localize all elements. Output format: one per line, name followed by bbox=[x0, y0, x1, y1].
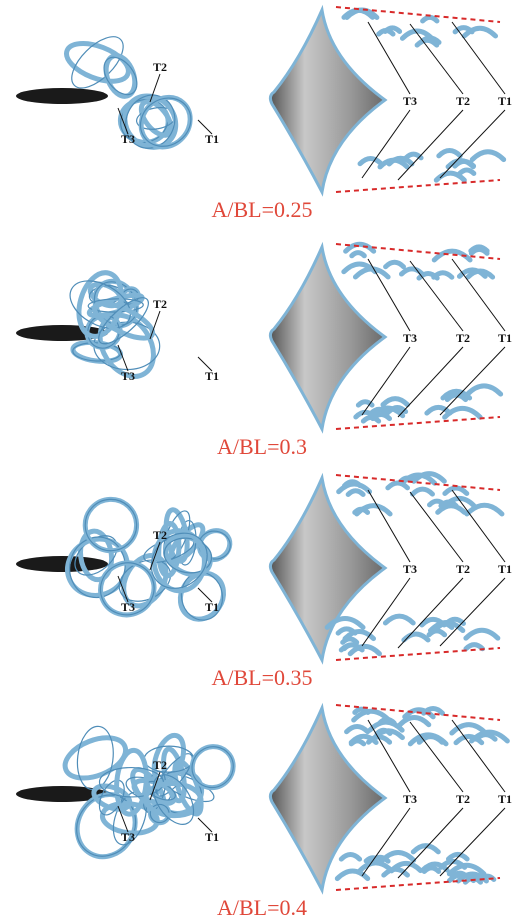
leader-line bbox=[398, 347, 463, 417]
vortex-tube bbox=[472, 152, 503, 160]
vortex-tube bbox=[341, 855, 359, 860]
label: T3 bbox=[403, 94, 417, 108]
leader-line bbox=[452, 490, 505, 562]
label: T3 bbox=[121, 600, 135, 614]
label: T3 bbox=[403, 562, 417, 576]
vortex-ring bbox=[59, 730, 131, 786]
vortex-tube bbox=[466, 645, 483, 649]
vortex-ring-edge bbox=[74, 724, 117, 791]
label: T3 bbox=[121, 830, 135, 844]
panel: T2 T3 T1 T3 T2 T1 A/BL=0.35 bbox=[16, 474, 512, 690]
label: T2 bbox=[456, 94, 470, 108]
leader-line bbox=[362, 578, 410, 646]
caption: A/BL=0.25 bbox=[211, 197, 312, 222]
body-side bbox=[16, 88, 108, 104]
label: T1 bbox=[205, 369, 219, 383]
vortex-tube bbox=[423, 17, 437, 21]
vortex-tube bbox=[355, 269, 388, 277]
vortex-tube bbox=[467, 505, 502, 514]
vortex-tube bbox=[352, 253, 365, 256]
panel: T2 T3 T1 T3 T2 T1 A/BL=0.25 bbox=[16, 7, 512, 222]
vortex-ring-edge bbox=[68, 528, 125, 583]
vortex-tube bbox=[430, 501, 445, 505]
caption: A/BL=0.35 bbox=[211, 665, 312, 690]
leader-line bbox=[362, 110, 410, 178]
vortex-tube bbox=[348, 491, 363, 495]
label: T3 bbox=[403, 331, 417, 345]
leader-line bbox=[440, 347, 505, 415]
label: T1 bbox=[205, 132, 219, 146]
label: T2 bbox=[153, 60, 167, 74]
vortex-tube bbox=[429, 631, 445, 635]
leader-line bbox=[452, 720, 505, 792]
label: T1 bbox=[498, 792, 512, 806]
leader-line bbox=[398, 110, 463, 180]
body-side bbox=[16, 556, 108, 572]
label: T1 bbox=[498, 562, 512, 576]
vortex-ring-edge bbox=[63, 28, 131, 96]
leader-line bbox=[398, 578, 463, 648]
panel: T2 T3 T1 T3 T2 T1 A/BL=0.3 bbox=[16, 244, 512, 459]
vortex-tube bbox=[417, 40, 437, 45]
vortex-ring-edge bbox=[75, 489, 148, 562]
leader-line bbox=[368, 490, 410, 562]
vortex-tube bbox=[445, 488, 467, 493]
vortex-tube bbox=[380, 160, 407, 167]
vortex-tube bbox=[468, 386, 501, 394]
label: T3 bbox=[121, 369, 135, 383]
leader-line bbox=[410, 261, 463, 331]
vortex-tube bbox=[413, 489, 433, 494]
vortex-tube bbox=[466, 630, 498, 638]
label: T2 bbox=[153, 528, 167, 542]
envelope-line bbox=[336, 7, 500, 22]
label: T1 bbox=[498, 331, 512, 345]
vortex-tube bbox=[404, 634, 428, 640]
caption: A/BL=0.3 bbox=[217, 434, 307, 459]
vortex-tube bbox=[356, 412, 375, 417]
label: T1 bbox=[205, 600, 219, 614]
label: T3 bbox=[403, 792, 417, 806]
vortex-tube bbox=[383, 852, 414, 860]
vortex-tube bbox=[439, 151, 460, 156]
label: T1 bbox=[498, 94, 512, 108]
vortex-tube bbox=[402, 31, 431, 38]
figure: T2 T3 T1 T3 T2 T1 A/BL=0.25 T2 T3 T1 T3 T2 T1 A/BL=0.… bbox=[0, 0, 524, 917]
label: T2 bbox=[456, 792, 470, 806]
label: T3 bbox=[121, 132, 135, 146]
vortex-tube bbox=[347, 726, 368, 731]
caption: A/BL=0.4 bbox=[217, 895, 307, 917]
label: T1 bbox=[205, 830, 219, 844]
vortex-tube bbox=[471, 249, 487, 253]
envelope-line bbox=[336, 180, 500, 192]
vortex-tube bbox=[385, 616, 413, 623]
label: T2 bbox=[456, 562, 470, 576]
envelope-line bbox=[336, 878, 500, 890]
body-front bbox=[270, 10, 385, 192]
vortex-tube bbox=[460, 170, 474, 174]
vortex-tube bbox=[436, 173, 464, 180]
vortex-tube bbox=[386, 262, 404, 266]
panel: T2 T3 T1 T3 T2 T1 A/BL=0.4 bbox=[16, 705, 512, 917]
label: T2 bbox=[153, 297, 167, 311]
label: T2 bbox=[456, 331, 470, 345]
label: T2 bbox=[153, 758, 167, 772]
vortex-tube bbox=[383, 399, 407, 405]
leader-line bbox=[452, 22, 505, 94]
leader-line bbox=[410, 24, 463, 94]
vortex-tube bbox=[424, 868, 438, 872]
envelope-line bbox=[336, 417, 500, 429]
vortex-tube bbox=[360, 158, 381, 163]
